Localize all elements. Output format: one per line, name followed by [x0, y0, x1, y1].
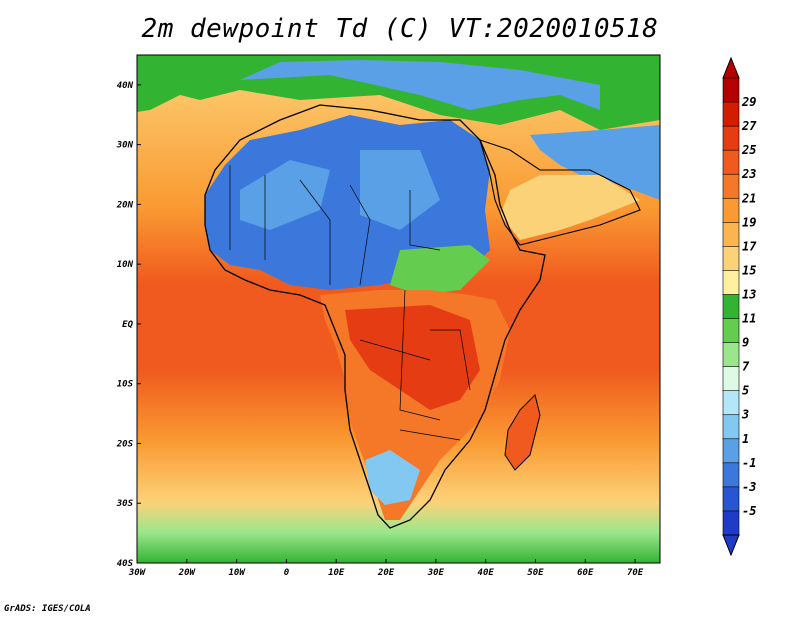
colorbar-swatch	[722, 414, 740, 440]
colorbar-label: 7	[742, 360, 750, 374]
colorbar-label: -1	[742, 456, 756, 470]
colorbar-swatch	[722, 222, 740, 248]
colorbar-label: 3	[741, 408, 749, 422]
colorbar-min-arrow	[722, 534, 740, 557]
country-borders	[229, 165, 471, 441]
colorbar-label: 19	[742, 215, 756, 229]
colorbar-swatch	[722, 246, 740, 272]
colorbar-label: 25	[741, 143, 756, 157]
colorbar-label: 23	[741, 167, 756, 181]
colorbar-swatch	[722, 462, 740, 488]
lat-tick-label: EQ	[122, 320, 133, 330]
lat-tick-label: 20N	[116, 200, 134, 210]
lon-tick-label: 60E	[577, 568, 594, 578]
colorbar-label: 27	[741, 119, 757, 133]
middle-east-region	[530, 125, 660, 200]
kalahari-region	[365, 450, 420, 505]
colorbar-swatch	[722, 318, 740, 344]
map-title: 2m dewpoint Td (C) VT:2020010518	[141, 14, 659, 44]
longitude-axis: 30W 20W 10W 0 10E 20E 30E 40E 50E 60E 70E	[128, 559, 644, 578]
colorbar-swatch	[722, 173, 740, 200]
colorbar-swatch	[722, 125, 740, 151]
africa-coastline	[204, 104, 546, 529]
sahara-patch	[240, 160, 330, 230]
lon-tick-label: 10W	[228, 568, 246, 578]
arabia-region	[500, 175, 640, 240]
lon-tick-label: 0	[284, 568, 290, 578]
lat-tick-label: 20S	[116, 439, 134, 449]
colorbar-label: 29	[741, 95, 756, 109]
colorbar-swatch	[722, 366, 740, 392]
lat-tick-label: 40S	[117, 559, 134, 569]
colorbar-swatch	[722, 270, 740, 296]
colorbar-swatch	[722, 486, 740, 512]
colorbar-label: -3	[742, 480, 756, 494]
colorbar-swatch	[722, 510, 740, 536]
madagascar-region	[504, 394, 541, 471]
sahel-region	[390, 245, 490, 295]
lon-tick-label: 20E	[377, 568, 395, 578]
colorbar-label: 9	[742, 336, 749, 350]
lat-tick-label: 30S	[116, 499, 134, 509]
lat-tick-label: 40N	[117, 81, 134, 91]
colorbar-swatch	[722, 342, 740, 368]
lon-tick-label: 10E	[328, 568, 345, 578]
grads-credit: GrADS: IGES/COLA	[4, 604, 91, 614]
lon-tick-label: 30E	[427, 568, 445, 578]
plot-frame	[136, 54, 661, 564]
lat-tick-label: 10S	[117, 380, 134, 390]
colorbar-swatch	[722, 101, 740, 127]
colorbar-label: 13	[742, 287, 756, 301]
colorbar: 29 27 25 23 21 19 17 15 13 11 9 7 5 3 1 -1 -3 -5	[722, 56, 757, 557]
lon-tick-label: 20W	[178, 568, 197, 578]
colorbar-swatch	[722, 149, 740, 176]
lat-tick-label: 30N	[116, 141, 134, 151]
lon-tick-label: 70E	[627, 568, 644, 578]
colorbar-label: 15	[742, 263, 756, 277]
lon-tick-label: 40E	[478, 568, 495, 578]
colorbar-label: 17	[742, 239, 757, 253]
colorbar-swatch	[722, 77, 740, 103]
colorbar-label: 21	[741, 191, 756, 205]
congo-region	[345, 305, 480, 410]
latitude-axis: 40N 30N 20N 10N EQ 10S 20S 30S 40S	[116, 81, 141, 569]
colorbar-label: 1	[742, 432, 749, 446]
lon-tick-label: 50E	[527, 568, 544, 578]
lon-tick-label: 30W	[128, 568, 147, 578]
sahara-patch	[360, 150, 440, 230]
lat-tick-label: 10N	[117, 260, 134, 270]
colorbar-swatch	[722, 294, 740, 320]
colorbar-swatch	[722, 438, 740, 464]
colorbar-label: -5	[742, 504, 756, 518]
map-field	[137, 55, 660, 563]
colorbar-max-arrow	[722, 56, 740, 79]
colorbar-swatch	[722, 197, 740, 224]
colorbar-label: 5	[742, 384, 749, 398]
arabia-coastline	[479, 139, 641, 246]
northern-cold-region	[240, 60, 600, 110]
colorbar-label: 11	[742, 312, 756, 326]
colorbar-swatch	[722, 390, 740, 416]
